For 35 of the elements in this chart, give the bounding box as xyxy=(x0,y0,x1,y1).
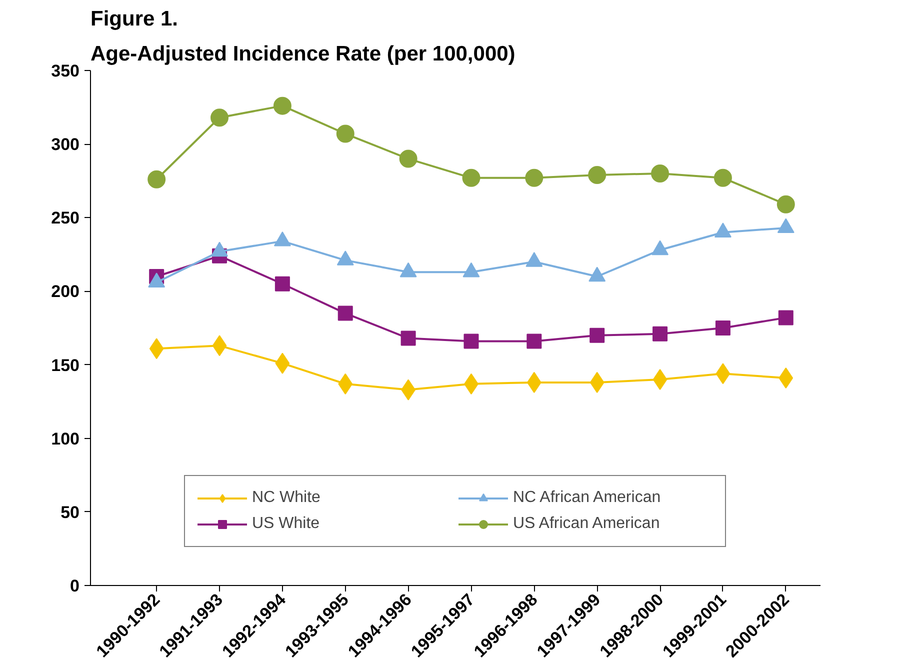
y-tick-label: 150 xyxy=(51,356,80,375)
legend-label: NC White xyxy=(252,489,322,507)
point xyxy=(652,326,668,342)
point xyxy=(652,369,668,390)
chart-subtitle: Age-Adjusted Incidence Rate (per 100,000) xyxy=(90,42,516,66)
point xyxy=(400,330,416,346)
point xyxy=(714,168,732,187)
point xyxy=(462,168,480,187)
y-tick-label: 250 xyxy=(51,208,80,228)
legend-label: US African American xyxy=(513,515,661,533)
y-tick-label: 0 xyxy=(70,576,80,596)
point xyxy=(526,334,542,349)
legend-label: NC African American xyxy=(513,489,662,507)
point xyxy=(776,195,795,214)
y-tick-label: 50 xyxy=(60,502,80,522)
point xyxy=(778,310,794,326)
y-tick-label: 350 xyxy=(51,62,80,80)
point xyxy=(336,124,354,143)
point xyxy=(464,334,479,349)
point xyxy=(338,306,353,321)
point xyxy=(273,96,292,115)
point xyxy=(210,108,229,127)
point xyxy=(588,166,606,184)
y-tick-label: 300 xyxy=(51,135,80,154)
point xyxy=(148,170,166,188)
chart-title: Figure 1. xyxy=(90,8,178,30)
y-tick-label: 100 xyxy=(51,429,80,448)
y-tick-label: 200 xyxy=(51,282,80,302)
point xyxy=(399,150,418,168)
point xyxy=(274,276,290,292)
point xyxy=(715,320,730,336)
legend-label: US White xyxy=(252,515,321,533)
point xyxy=(590,328,605,343)
point xyxy=(651,164,670,182)
point xyxy=(525,168,544,187)
